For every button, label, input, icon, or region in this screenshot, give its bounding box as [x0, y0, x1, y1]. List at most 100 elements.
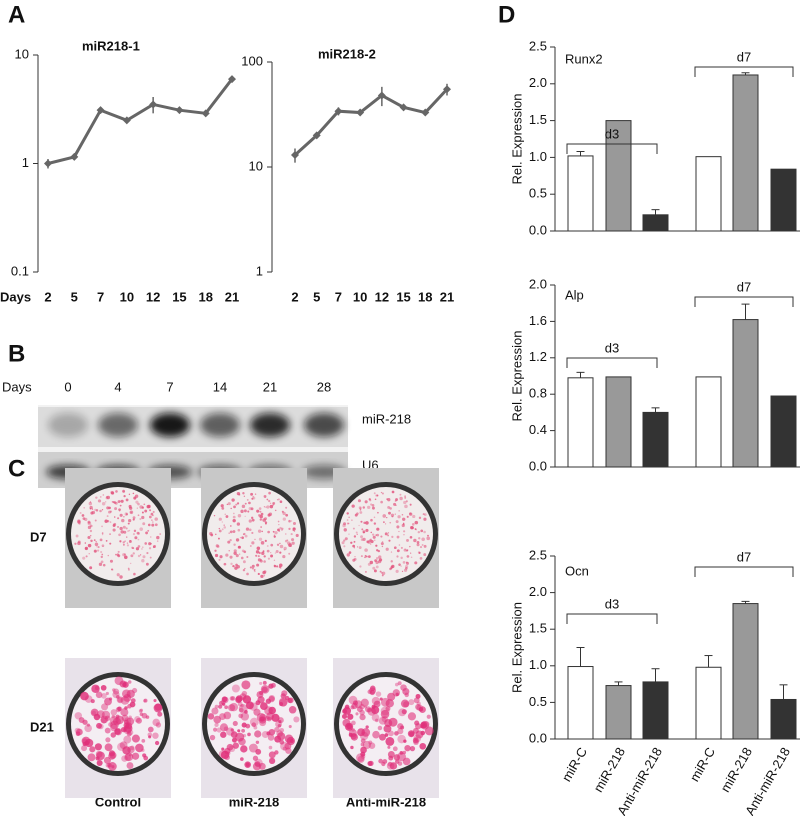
stain-spot	[226, 727, 235, 736]
stain-spot	[284, 539, 288, 543]
stain-spot	[266, 505, 270, 509]
stain-spot	[133, 529, 137, 533]
stain-spot	[108, 697, 113, 701]
stain-spot	[273, 564, 277, 568]
stain-spot	[384, 523, 387, 525]
stain-spot	[105, 496, 108, 498]
x-tick-label: 2	[291, 289, 298, 304]
stain-spot	[403, 500, 407, 505]
stain-spot	[94, 519, 97, 522]
stain-spot	[365, 528, 369, 532]
stain-spot	[416, 543, 420, 547]
stain-spot	[409, 745, 416, 752]
y-tick-label: 2.5	[529, 547, 547, 562]
stain-spot	[346, 522, 349, 525]
stain-spot	[243, 550, 247, 554]
stain-spot	[390, 513, 395, 517]
stain-spot	[258, 537, 263, 541]
x-tick-label: miR-C	[687, 745, 718, 784]
stain-spot	[350, 745, 354, 750]
stain-spot	[288, 706, 297, 714]
x-tick-label: 15	[172, 289, 186, 304]
stain-spot	[343, 539, 346, 542]
stain-spot	[148, 542, 152, 546]
stain-spot	[119, 513, 123, 517]
stain-spot	[424, 726, 434, 736]
stain-spot	[417, 530, 421, 534]
stain-spot	[427, 534, 429, 537]
stain-spot	[374, 498, 377, 501]
stain-spot	[246, 498, 249, 501]
stain-spot	[227, 540, 231, 544]
stain-spot	[90, 511, 94, 515]
stain-spot	[385, 736, 395, 746]
stain-spot	[124, 706, 128, 710]
stain-spot	[277, 498, 280, 501]
stain-spot	[94, 542, 99, 547]
stain-spot	[240, 509, 244, 514]
stain-spot	[375, 560, 379, 565]
stain-spot	[401, 709, 407, 715]
stain-spot	[351, 504, 355, 508]
stain-spot	[89, 524, 93, 528]
stain-spot	[360, 520, 363, 523]
stain-spot	[93, 549, 97, 553]
stain-spot	[409, 536, 413, 539]
stain-spot	[237, 729, 241, 733]
stain-spot	[397, 761, 403, 766]
bar	[695, 376, 722, 468]
stain-spot	[251, 531, 254, 535]
stain-spot	[360, 754, 366, 759]
bar	[642, 681, 669, 740]
stain-spot	[109, 559, 113, 563]
stain-spot	[381, 574, 384, 577]
stain-spot	[372, 730, 380, 739]
stain-spot	[367, 555, 371, 559]
stain-spot	[282, 517, 286, 521]
stain-spot	[256, 563, 260, 567]
stain-spot	[378, 758, 383, 764]
stain-spot	[110, 709, 117, 716]
stain-spot	[369, 538, 372, 542]
stain-spot	[146, 551, 149, 555]
stain-spot	[248, 743, 258, 753]
stain-spot	[400, 725, 405, 730]
stain-spot	[119, 540, 122, 543]
stain-spot	[377, 549, 381, 553]
stain-spot	[139, 708, 143, 712]
stain-spot	[370, 518, 373, 522]
chart-title: miR218-1	[82, 38, 140, 53]
stain-spot	[287, 698, 293, 703]
stain-spot	[403, 530, 406, 533]
stain-spot	[415, 703, 422, 711]
bar	[732, 319, 759, 468]
stain-spot	[279, 544, 284, 549]
stain-spot	[290, 532, 293, 536]
stain-spot	[393, 502, 397, 506]
stain-spot	[252, 762, 262, 771]
stain-spot	[90, 539, 93, 543]
marker	[70, 152, 79, 161]
y-axis-label: Rel. Expression	[509, 330, 524, 421]
bar	[770, 698, 797, 740]
stain-spot	[229, 539, 232, 542]
stain-spot	[367, 505, 371, 510]
stain-spot	[354, 556, 356, 558]
stain-spot	[99, 509, 102, 513]
stain-spot	[74, 727, 81, 734]
stain-spot	[259, 719, 267, 727]
stain-spot	[409, 512, 412, 515]
stain-spot	[237, 514, 242, 518]
stain-spot	[415, 730, 424, 739]
stain-spot	[359, 511, 363, 514]
stain-spot	[284, 742, 292, 750]
stain-spot	[363, 521, 366, 525]
lane-label: 14	[213, 379, 227, 394]
stain-spot	[423, 553, 427, 557]
stain-spot	[88, 501, 93, 506]
stain-spot	[124, 512, 128, 516]
stain-spot	[129, 540, 131, 542]
stain-spot	[227, 502, 231, 506]
stain-spot	[252, 496, 256, 500]
stain-spot	[241, 504, 246, 509]
